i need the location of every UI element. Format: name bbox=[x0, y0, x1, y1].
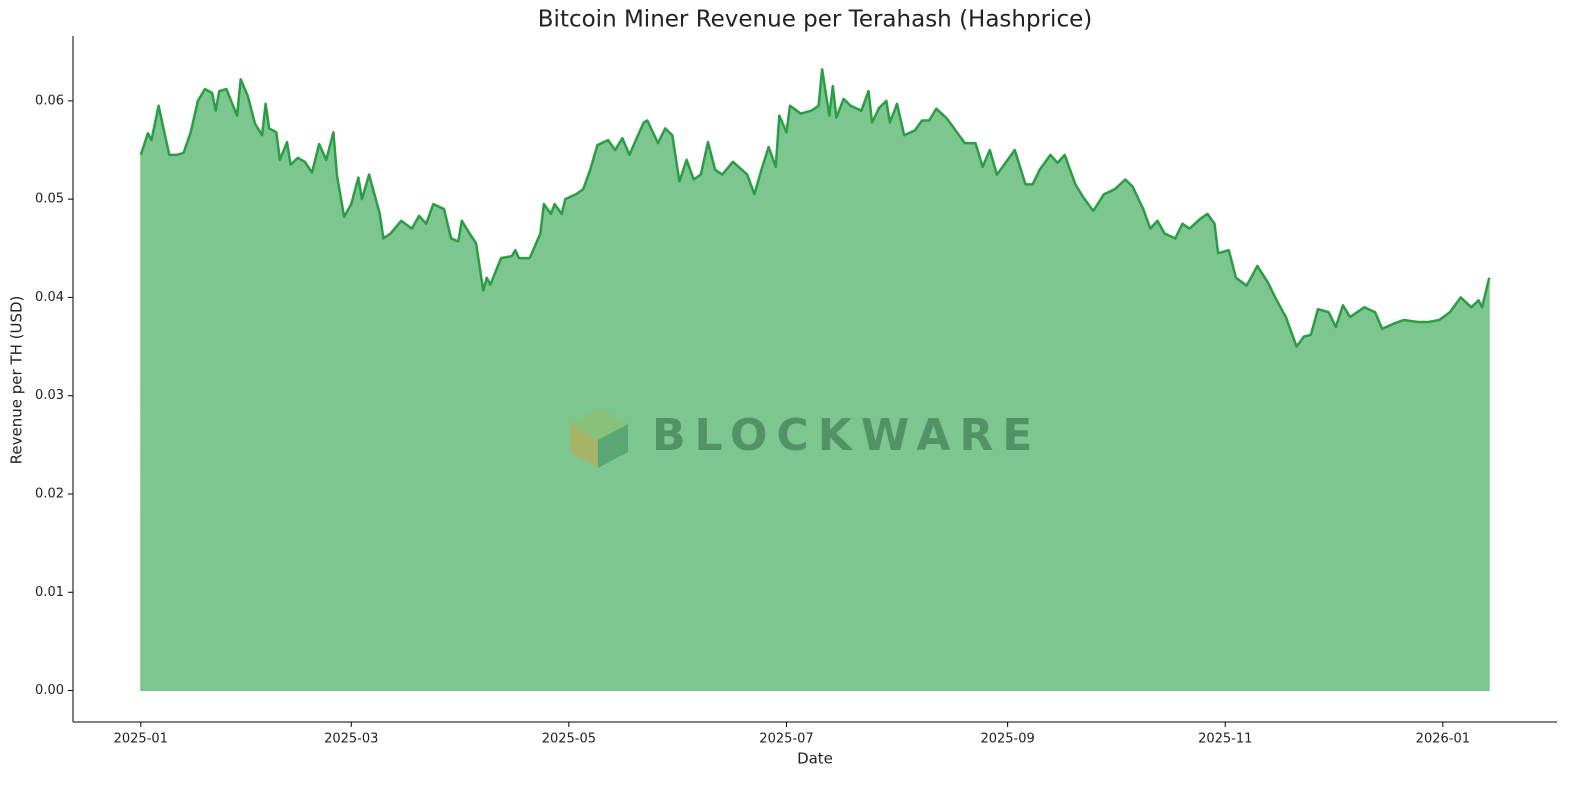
y-tick-label: 0.03 bbox=[35, 388, 64, 403]
x-tick-label: 2025-11 bbox=[1198, 732, 1252, 747]
x-tick-label: 2025-05 bbox=[542, 732, 596, 747]
x-tick-label: 2025-03 bbox=[324, 732, 378, 747]
logo-right bbox=[598, 424, 628, 468]
x-tick-label: 2025-01 bbox=[114, 732, 168, 747]
watermark-text: BLOCKWARE bbox=[652, 410, 1041, 461]
plot-area: 0.00 0.01 0.02 0.03 0.04 0.05 0.06 2025-01 2025-… bbox=[35, 36, 1557, 747]
line bbox=[139, 68, 1491, 348]
logo-left bbox=[570, 424, 598, 468]
y-axis-label: Revenue per TH (USD) bbox=[8, 296, 26, 465]
y-tick-label: 0.01 bbox=[35, 585, 64, 600]
y-tick-label: 0.04 bbox=[35, 290, 64, 305]
watermark: BLOCKWARE bbox=[570, 408, 1041, 468]
x-tick-label: 2025-09 bbox=[980, 732, 1034, 747]
y-tick-label: 0.02 bbox=[35, 486, 64, 501]
area-fill bbox=[140, 69, 1490, 692]
x-tick-label: 2026-01 bbox=[1416, 732, 1470, 747]
x-axis-label: Date bbox=[797, 750, 833, 768]
logo-top bbox=[570, 408, 628, 440]
x-tick-label: 2025-07 bbox=[759, 732, 813, 747]
y-tick-label: 0.00 bbox=[35, 683, 64, 698]
y-tick-label: 0.06 bbox=[35, 93, 64, 108]
y-tick-label: 0.05 bbox=[35, 192, 64, 207]
chart-title: Bitcoin Miner Revenue per Terahash (Hash… bbox=[538, 7, 1092, 33]
